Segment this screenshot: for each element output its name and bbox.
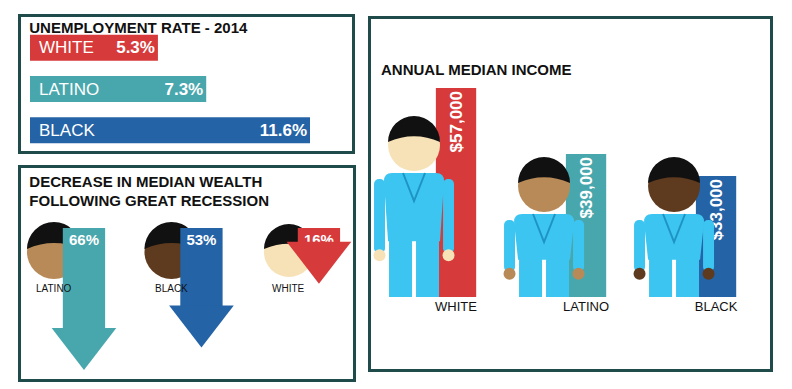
svg-text:WHITE: WHITE bbox=[272, 283, 305, 294]
svg-text:BLACK: BLACK bbox=[155, 283, 188, 294]
svg-text:$39,000: $39,000 bbox=[577, 157, 596, 218]
svg-text:WHITE: WHITE bbox=[39, 38, 94, 57]
svg-text:ANNUAL MEDIAN INCOME: ANNUAL MEDIAN INCOME bbox=[381, 61, 572, 78]
svg-text:BLACK: BLACK bbox=[39, 121, 95, 140]
svg-text:LATINO: LATINO bbox=[39, 80, 99, 99]
svg-text:DECREASE IN MEDIAN WEALTHFOLLO: DECREASE IN MEDIAN WEALTHFOLLOWING GREAT… bbox=[29, 173, 269, 209]
svg-text:WHITE: WHITE bbox=[435, 299, 477, 314]
svg-text:UNEMPLOYMENT RATE - 2014: UNEMPLOYMENT RATE - 2014 bbox=[29, 19, 248, 36]
svg-text:11.6%: 11.6% bbox=[260, 121, 307, 140]
svg-text:LATINO: LATINO bbox=[563, 299, 609, 314]
svg-text:$33,000: $33,000 bbox=[707, 179, 726, 240]
svg-text:7.3%: 7.3% bbox=[164, 80, 203, 99]
svg-text:53%: 53% bbox=[186, 231, 216, 248]
svg-text:5.3%: 5.3% bbox=[116, 38, 155, 57]
svg-text:$57,000: $57,000 bbox=[447, 91, 466, 152]
svg-text:66%: 66% bbox=[69, 231, 99, 248]
svg-text:BLACK: BLACK bbox=[695, 299, 738, 314]
svg-text:LATINO: LATINO bbox=[36, 283, 72, 294]
svg-text:16%: 16% bbox=[304, 231, 334, 248]
